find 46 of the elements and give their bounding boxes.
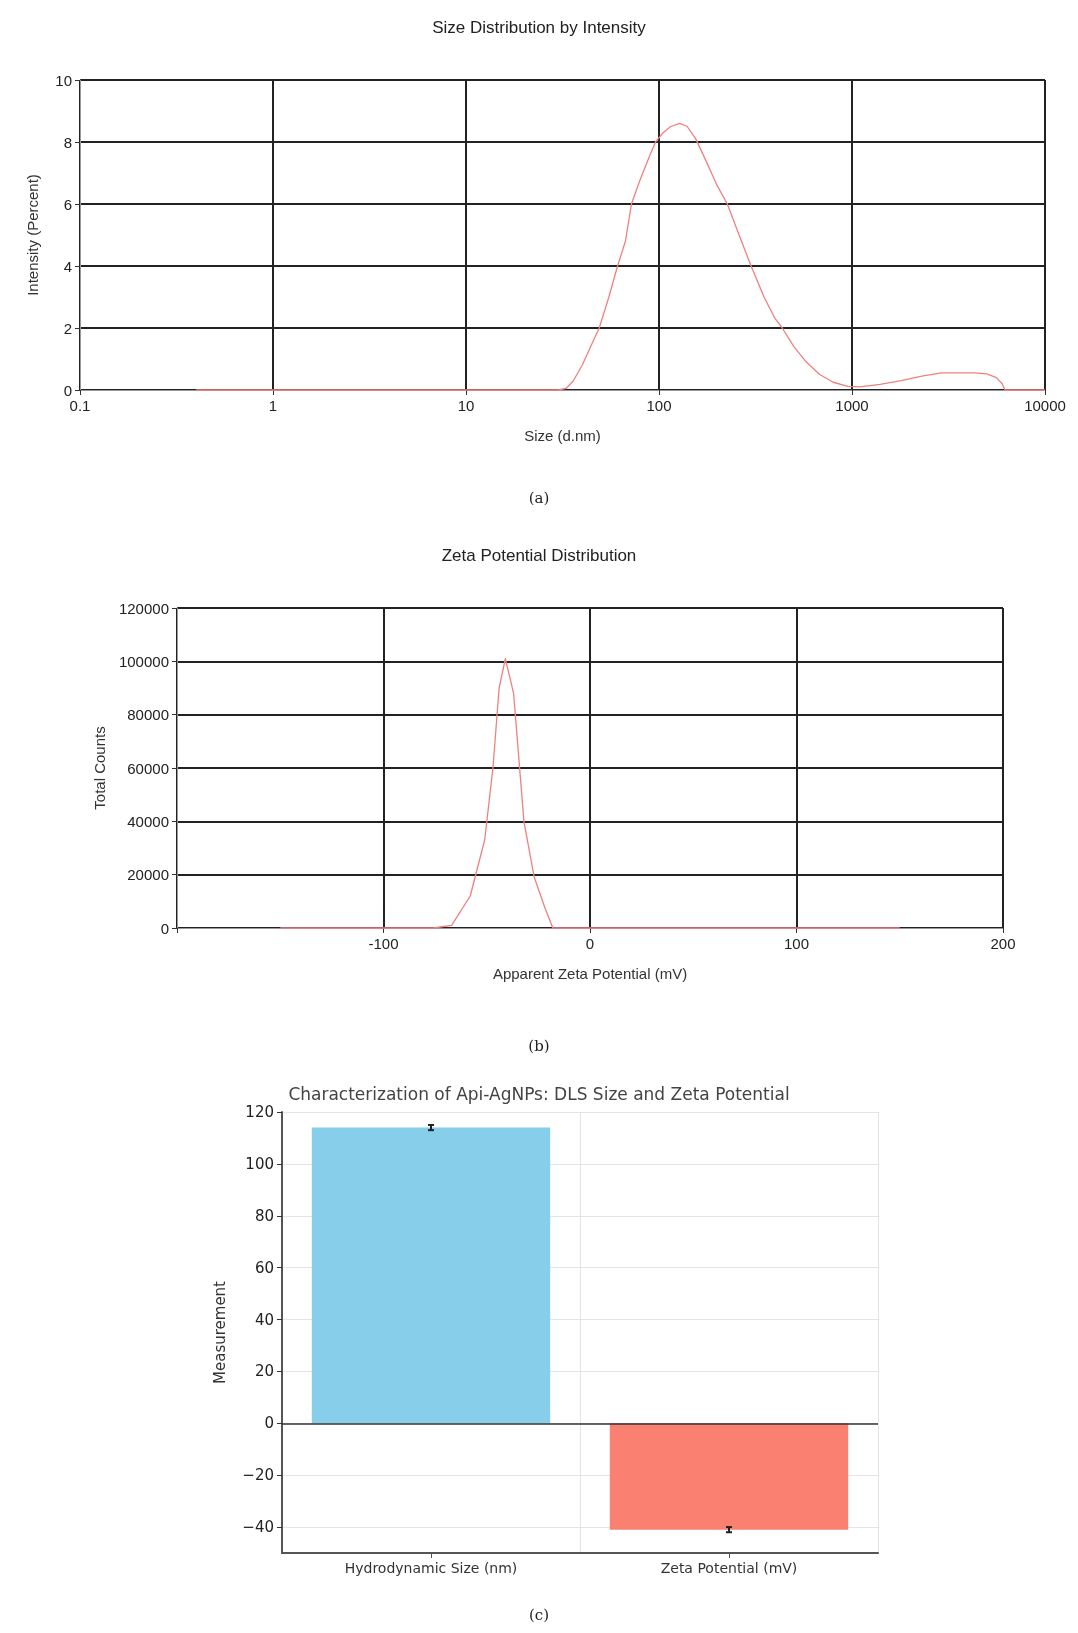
y-tick-label: 8	[63, 133, 72, 151]
y-tick-label: 120000	[118, 599, 169, 617]
x-tick-label: 0	[585, 935, 595, 952]
x-tick-label: Zeta Potential (mV)	[660, 1560, 798, 1576]
y-tick-label: 80000	[127, 706, 169, 724]
x-tick-label: 1000	[835, 397, 869, 414]
y-axis-title: Total Counts	[91, 726, 108, 810]
y-axis-title: Intensity (Percent)	[24, 174, 41, 296]
x-axis-title: Size (d.nm)	[524, 427, 601, 444]
x-tick-label: Hydrodynamic Size (nm)	[344, 1560, 518, 1576]
y-tick-label: 60	[254, 1258, 274, 1277]
y-tick-label: 6	[63, 195, 72, 213]
y-tick-label: 100000	[118, 652, 169, 670]
x-tick-label: 200	[990, 935, 1016, 952]
y-tick-label: 20	[254, 1362, 274, 1381]
y-tick-label: 100	[245, 1154, 274, 1173]
y-tick-label: 4	[63, 257, 72, 275]
y-tick-label: 120	[245, 1103, 274, 1121]
y-tick-label: 40	[254, 1310, 274, 1329]
chart-title: Characterization of Api-AgNPs: DLS Size and Zeta Potential	[288, 1083, 790, 1104]
text: (c)	[528, 1605, 550, 1624]
x-tick-label: 100	[783, 935, 810, 952]
x-tick-label: 10	[457, 397, 475, 414]
y-tick-label: −40	[242, 1518, 274, 1537]
y-tick-label: 40000	[127, 812, 169, 830]
y-tick-label: 0	[160, 919, 169, 937]
x-tick-label: 0.1	[69, 397, 91, 414]
y-tick-label: 0	[264, 1414, 274, 1433]
y-tick-label: 80	[254, 1206, 274, 1225]
y-axis-title: Measurement	[210, 1280, 229, 1384]
text: (b)	[528, 1036, 550, 1055]
chart-title: Zeta Potential Distribution	[441, 546, 637, 565]
chart-title: Size Distribution by Intensity	[432, 18, 647, 37]
text: (a)	[528, 488, 550, 507]
y-tick-label: 20000	[127, 866, 169, 884]
x-tick-label: 1	[268, 397, 278, 414]
line-series	[279, 658, 901, 929]
x-axis-title: Apparent Zeta Potential (mV)	[492, 965, 688, 982]
x-tick-label: -100	[368, 935, 399, 952]
y-tick-label: 10	[55, 71, 72, 89]
y-tick-label: 0	[63, 381, 72, 399]
y-tick-label: 60000	[127, 759, 169, 777]
x-tick-label: 10000	[1024, 397, 1066, 414]
y-tick-label: 2	[63, 319, 72, 337]
y-tick-label: −20	[242, 1466, 274, 1485]
x-tick-label: 100	[646, 397, 672, 414]
